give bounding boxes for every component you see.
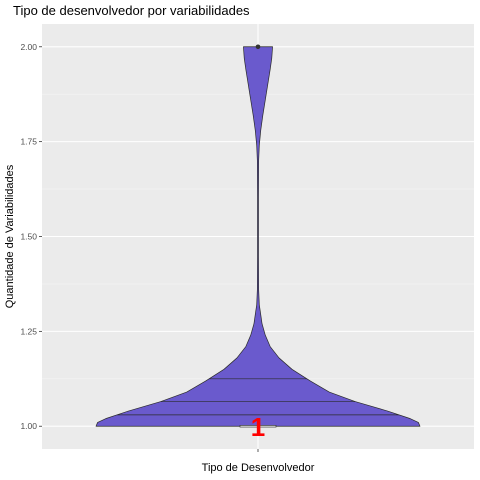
- y-tick-label: 2.00: [20, 42, 37, 52]
- y-tick-label: 1.00: [20, 421, 37, 431]
- violin-body: [95, 46, 421, 427]
- outlier-point: [255, 44, 261, 50]
- x-axis-title: Tipo de Desenvolvedor: [202, 462, 315, 474]
- y-tick-label: 1.25: [20, 326, 37, 336]
- violin-layer: 1: [95, 44, 421, 442]
- annotation-label: 1: [251, 412, 265, 442]
- y-axis: 1.00 1.25 1.50 1.75 2.00: [20, 42, 259, 452]
- y-tick-label: 1.50: [20, 232, 37, 242]
- y-axis-title: Quantidade de Variabilidades: [4, 164, 16, 308]
- boxplot-box: [239, 425, 277, 428]
- y-tick-label: 1.75: [20, 137, 37, 147]
- chart-title: Tipo de desenvolvedor por variabilidades: [13, 3, 250, 18]
